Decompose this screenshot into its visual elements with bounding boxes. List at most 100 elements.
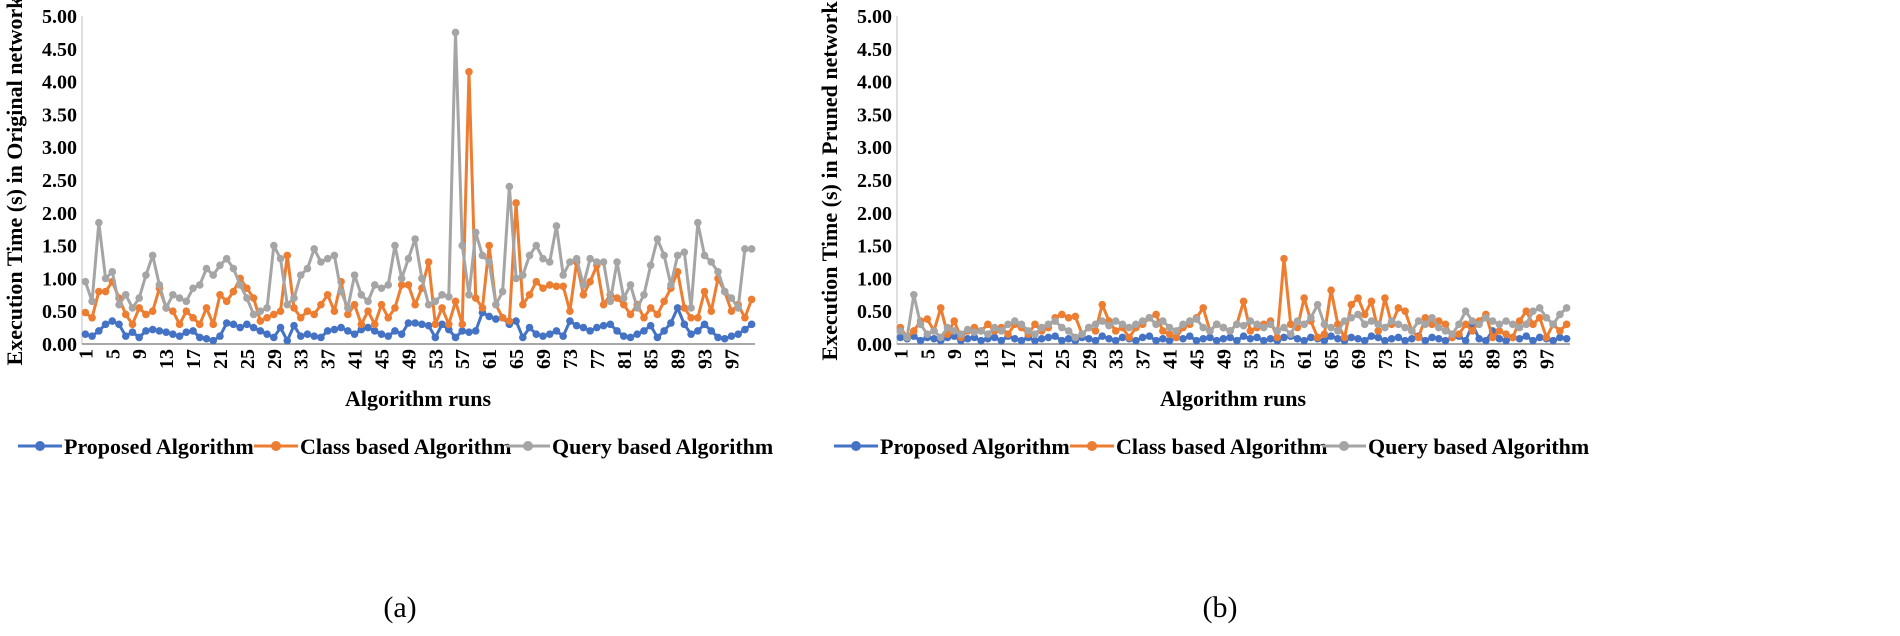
data-point	[1132, 320, 1140, 329]
data-point	[667, 319, 675, 327]
data-point	[263, 330, 271, 338]
data-point	[115, 300, 123, 309]
data-point	[1246, 334, 1255, 343]
data-point	[1535, 313, 1544, 322]
data-point	[997, 327, 1006, 335]
data-point	[1502, 336, 1510, 345]
data-point	[121, 310, 130, 319]
data-point	[88, 332, 96, 340]
data-point	[687, 313, 695, 322]
data-point	[1414, 333, 1423, 342]
data-point	[910, 327, 918, 335]
data-point	[1152, 310, 1160, 319]
data-point	[276, 307, 285, 316]
data-point	[357, 291, 366, 299]
data-point	[1387, 317, 1396, 325]
data-point	[1118, 333, 1127, 342]
data-point	[1145, 332, 1154, 340]
data-point	[673, 251, 682, 260]
y-tick-labels: 0.00 0.50 1.00 1.50 2.00 2.50 3.00 3.50 4.00 4.50…	[42, 6, 77, 356]
data-point	[1293, 317, 1302, 325]
data-point	[707, 327, 716, 335]
data-point	[471, 228, 480, 237]
data-point	[519, 333, 527, 342]
data-point	[344, 304, 352, 312]
data-point	[1159, 327, 1167, 335]
data-point	[1165, 336, 1174, 345]
x-tick-label: 33	[1106, 349, 1128, 369]
data-point	[1111, 317, 1120, 325]
data-point	[552, 327, 561, 335]
data-point	[532, 277, 541, 286]
x-tick-label: 9	[129, 349, 151, 359]
data-point	[1522, 307, 1531, 316]
x-axis-label: Algorithm runs	[1160, 386, 1307, 411]
data-point	[1529, 336, 1537, 345]
data-point	[741, 325, 749, 334]
data-point	[1044, 320, 1053, 329]
plot-area	[896, 254, 1571, 345]
x-tick-label: 81	[614, 349, 636, 369]
data-point	[586, 277, 594, 286]
data-point	[1071, 333, 1080, 342]
x-tick-label: 13	[971, 349, 993, 369]
data-point	[1058, 336, 1066, 345]
legend-label: Query based Algorithm	[552, 434, 773, 459]
legend-item: Query based Algorithm	[506, 434, 773, 459]
data-point	[270, 333, 278, 342]
data-point	[249, 323, 258, 332]
data-point	[1542, 333, 1551, 342]
data-point	[693, 313, 702, 322]
data-point	[344, 327, 352, 335]
data-point	[1017, 320, 1026, 329]
data-point	[525, 251, 534, 260]
legend-label: Proposed Algorithm	[64, 434, 254, 459]
data-point	[296, 313, 305, 322]
x-tick-label: 89	[668, 349, 690, 369]
data-point	[1004, 320, 1012, 329]
x-tick-label: 73	[560, 349, 582, 369]
data-point	[977, 327, 985, 335]
data-point	[1468, 327, 1477, 335]
data-point	[1401, 307, 1409, 316]
data-point	[202, 304, 211, 312]
data-point	[1266, 320, 1275, 329]
panel-caption: (a)	[383, 591, 416, 624]
data-point	[256, 307, 265, 316]
data-point	[276, 254, 285, 263]
data-point	[162, 304, 170, 312]
x-tick-label: 57	[1267, 349, 1289, 369]
data-point	[492, 315, 500, 323]
data-point	[984, 330, 992, 338]
data-point	[148, 307, 157, 316]
data-point	[1502, 317, 1510, 325]
data-point	[1313, 300, 1322, 309]
x-tick-label: 29	[1079, 349, 1101, 369]
legend-marker	[35, 441, 45, 451]
data-point	[1522, 332, 1531, 340]
series-line	[83, 30, 752, 316]
data-point	[384, 281, 393, 289]
data-point	[1212, 320, 1221, 329]
data-point	[384, 332, 393, 340]
data-point	[290, 294, 298, 302]
data-point	[189, 327, 197, 335]
data-point	[545, 330, 554, 338]
data-point	[175, 294, 184, 302]
x-tick-label: 89	[1483, 349, 1505, 369]
data-point	[101, 274, 110, 283]
data-point	[680, 320, 689, 329]
data-point	[155, 281, 164, 289]
data-point	[263, 313, 271, 322]
x-tick-label: 33	[291, 349, 313, 369]
data-point	[411, 235, 419, 243]
data-point	[606, 297, 615, 306]
data-point	[1562, 320, 1571, 329]
data-point	[465, 328, 473, 336]
data-point	[1105, 334, 1113, 343]
data-point	[492, 300, 500, 309]
data-point	[1401, 336, 1409, 345]
data-point	[169, 307, 177, 316]
x-tick-label: 69	[533, 349, 555, 369]
